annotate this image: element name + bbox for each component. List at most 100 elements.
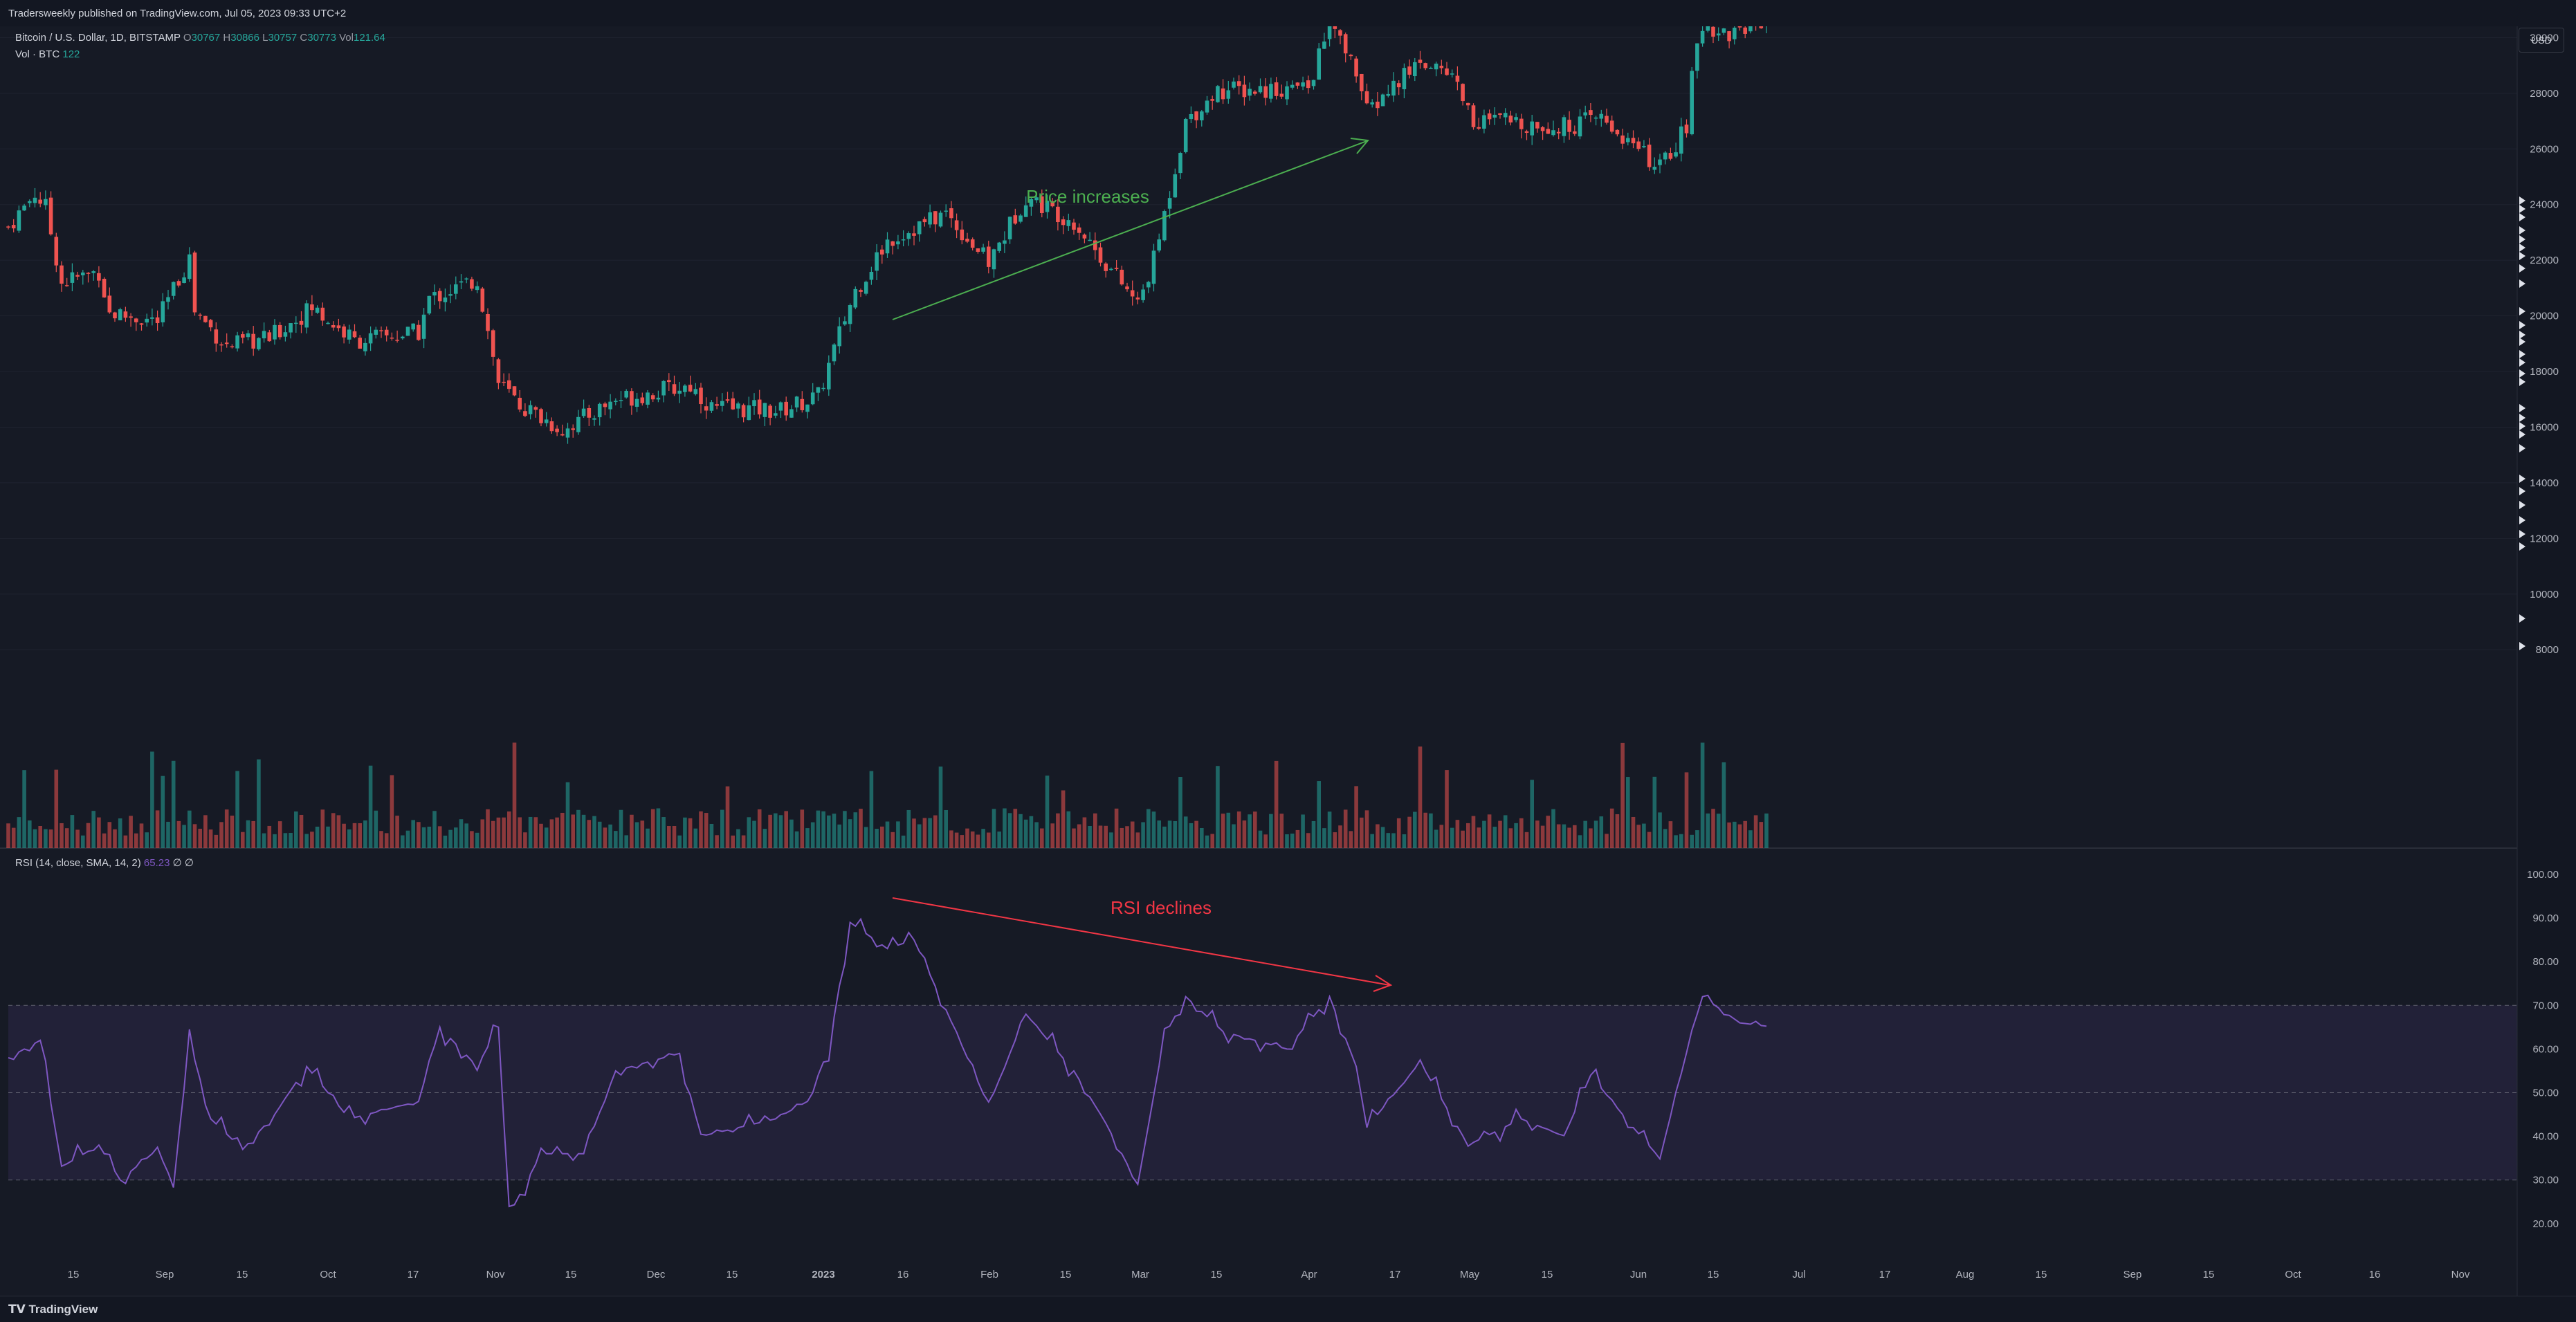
candle-body (1200, 111, 1204, 120)
candle-body (1540, 127, 1545, 131)
candle-body (896, 241, 900, 245)
candle-body (789, 409, 794, 418)
volume-bar (1380, 827, 1385, 848)
candles (6, 12, 1769, 444)
open-value: 30767 (191, 32, 221, 44)
candle-body (1322, 42, 1326, 49)
candle-body (1114, 268, 1119, 269)
volume-bar (1573, 825, 1577, 848)
x-tick-label: Oct (2285, 1269, 2301, 1280)
candle-body (395, 340, 399, 341)
volume-bar (1157, 820, 1161, 848)
volume-bar (1514, 823, 1518, 848)
candle-body (1173, 174, 1178, 198)
volume-bar (1716, 814, 1721, 848)
volume-bar (1551, 809, 1555, 848)
price-tick-label: 22000 (2530, 255, 2559, 266)
volume-bar (411, 820, 415, 848)
candle-body (1487, 113, 1492, 120)
candle-body (1727, 31, 1731, 42)
volume-bar (1605, 834, 1609, 848)
candle-body (267, 332, 272, 342)
volume-bar (1338, 825, 1342, 848)
x-tick-label: Apr (1301, 1269, 1317, 1280)
volume-bar (741, 835, 746, 848)
rsi-band (8, 1005, 2517, 1180)
volume-bar (347, 829, 351, 848)
volume-bar (1695, 830, 1699, 848)
rsi-trend-arrow (892, 897, 1390, 986)
price-tick-label: 26000 (2530, 143, 2559, 155)
rsi-trend-arrowhead (1373, 975, 1393, 992)
volume-bar (139, 823, 144, 848)
rsi-tick-label: 40.00 (2532, 1131, 2559, 1143)
x-tick-label: 15 (727, 1269, 738, 1280)
candle-body (203, 315, 208, 322)
alert-marker-icon (2519, 501, 2525, 509)
volume-bar (1098, 825, 1103, 848)
currency-button[interactable]: USD (2519, 28, 2564, 53)
candle-body (608, 401, 612, 410)
volume-bar (592, 816, 596, 848)
volume-bar (848, 819, 852, 848)
candle-body (347, 329, 351, 340)
x-tick-label: 15 (68, 1269, 80, 1280)
volume-bar (715, 835, 719, 848)
alert-marker-icon (2519, 487, 2525, 495)
price-tick-label: 14000 (2530, 477, 2559, 489)
tradingview-logo-text: TradingView (28, 1303, 98, 1316)
candle-body (970, 239, 975, 248)
volume-bar (619, 809, 623, 848)
candle-body (91, 271, 95, 273)
candle-body (1327, 20, 1332, 39)
volume-bar (1104, 825, 1108, 848)
price-trend-arrow (892, 140, 1367, 320)
volume-bar (33, 829, 37, 848)
rsi-tick-label: 80.00 (2532, 956, 2559, 968)
candle-body (1445, 68, 1449, 75)
candle-body (1546, 129, 1551, 134)
candle-body (603, 403, 608, 407)
rsi-tick-label: 60.00 (2532, 1043, 2559, 1055)
candle-body (1737, 25, 1742, 28)
volume-bar (326, 826, 330, 848)
close-value: 30773 (307, 32, 336, 44)
volume-bar (853, 812, 858, 848)
volume-bar (1477, 827, 1481, 848)
volume-bar (363, 820, 367, 848)
symbol-legend[interactable]: Bitcoin / U.S. Dollar, 1D, BITSTAMP O307… (15, 32, 385, 44)
candle-body (810, 392, 815, 405)
candle-body (1370, 102, 1374, 105)
tradingview-logo-icon: 𝗧𝗩 (8, 1303, 29, 1316)
candle-body (549, 421, 554, 432)
volume-legend[interactable]: Vol · BTC 122 (15, 48, 80, 60)
candle-body (1311, 80, 1316, 86)
volume-bar (987, 832, 991, 848)
volume-bar (693, 828, 698, 848)
volume-bar (437, 826, 442, 848)
volume-bar (1482, 820, 1486, 848)
volume-bar (1631, 816, 1636, 848)
candle-body (581, 408, 586, 416)
candle-body (539, 409, 543, 423)
candle-body (768, 405, 772, 418)
candle-body (1733, 28, 1737, 39)
chart-canvas[interactable]: 3400032000300002800026000240002200020000… (0, 12, 2576, 1296)
volume-bar (1684, 772, 1689, 848)
alert-marker-icon (2519, 213, 2525, 221)
candle-body (1626, 138, 1630, 143)
chart-area[interactable]: 3400032000300002800026000240002200020000… (0, 12, 2576, 1296)
candle-body (1018, 215, 1023, 222)
volume-value: 122 (62, 48, 80, 60)
candle-body (1642, 146, 1646, 147)
volume-bar (1034, 822, 1039, 848)
candle-body (1072, 222, 1076, 230)
candle-body (699, 387, 703, 405)
alert-marker-icon (2519, 358, 2525, 367)
rsi-legend[interactable]: RSI (14, close, SMA, 14, 2) 65.23 ∅ ∅ (15, 856, 194, 869)
volume-bar (1279, 814, 1284, 848)
volume-bar (1455, 820, 1460, 848)
candle-body (166, 297, 170, 302)
volume-bar (954, 832, 959, 848)
volume-bar (384, 833, 389, 848)
